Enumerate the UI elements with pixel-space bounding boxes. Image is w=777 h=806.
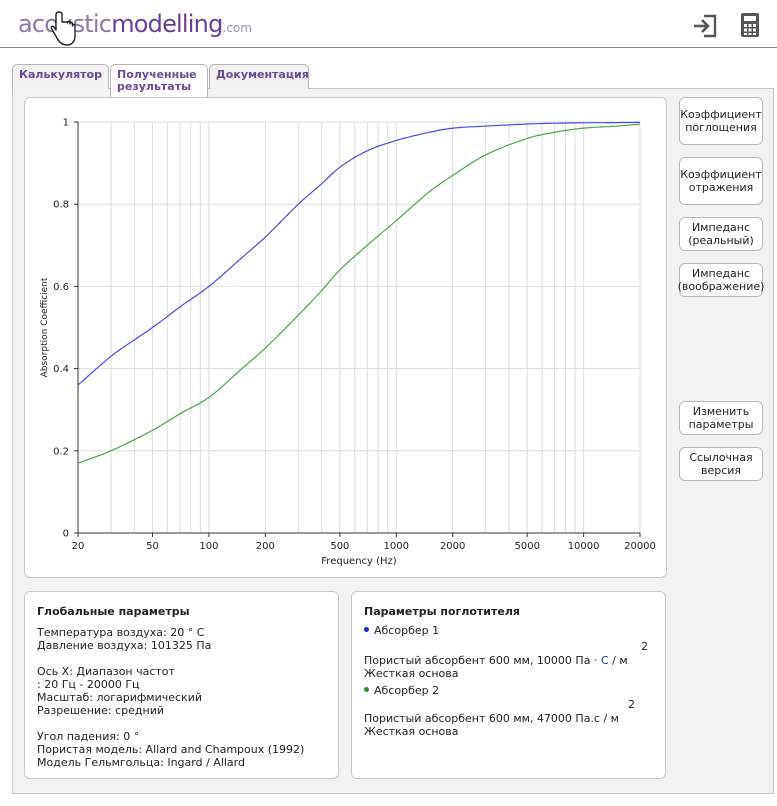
y-tick-label: 0.6 [53,282,69,293]
tab-calculator-label: Калькулятор [19,68,102,81]
absorber-2-dot-icon [364,686,369,692]
y-axis-label: Absorption Coefficient [40,277,50,377]
change-parameters-button-line1: Изменить [692,405,750,418]
absorption-chart: 0 0.2 0.4 0.6 0.8 1 20 50 100 200 500 1000 2000 5000 1… [40,118,656,568]
reference-version-button-line2: версия [700,464,742,477]
helmholtz-model: Модель Гельмгольца: Ingard / Allard [37,756,245,769]
x-tick-label: 2000 [440,541,465,552]
absorber-parameters-box: Параметры поглотителя Абсорбер 1 2 Порис… [351,591,666,779]
absorption-coefficient-button-line2: поглощения [685,121,757,134]
global-parameters-box: Глобальные параметры Температура воздуха… [24,591,339,779]
air-pressure: Давление воздуха: 101325 Па [37,639,212,652]
x-tick-label: 1000 [384,541,409,552]
x-tick-label: 50 [146,541,159,552]
resolution: Разрешение: средний [37,704,165,717]
air-temperature: Температура воздуха: 20 ° C [37,626,205,639]
x-tick-label: 500 [330,541,349,552]
reflection-coefficient-button-line2: отражения [688,181,754,194]
tab-results[interactable]: Полученные результаты [110,64,208,97]
absorber-1-backing: Жесткая основа [364,667,459,680]
series-line-2 [77,123,641,464]
absorber-2-description: Пористый абсорбент 600 мм, 47000 Па.с / … [364,712,619,725]
x-tick-label: 20000 [624,541,656,552]
reflection-coefficient-button-line1: Коэффициент [680,168,762,181]
logo-part-modelling: modelling [111,10,223,38]
x-tick-label: 20 [72,541,85,552]
hand-cursor-icon [50,11,76,46]
logo-part-com: .com [222,21,252,35]
x-tick-label: 5000 [514,541,539,552]
tab-documentation[interactable]: Документация [209,64,309,89]
absorber-2-row: Абсорбер 2 [364,684,439,697]
chart-container: 0 0.2 0.4 0.6 0.8 1 20 50 100 200 500 1000 2000 5000 1… [24,97,667,578]
absorber-1-desc-c: C [600,654,609,667]
header: acousticmodelling.com [0,0,777,48]
global-parameters-title: Глобальные параметры [37,605,190,618]
absorber-parameters-title: Параметры поглотителя [364,605,520,618]
reflection-coefficient-button[interactable]: Коэффициент отражения [679,157,763,205]
absorber-1-desc-dot: · [593,654,598,667]
impedance-real-button-line2: (реальный) [688,234,754,247]
incidence-angle: Угол падения: 0 ° [37,730,140,743]
y-tick-label: 0.4 [53,364,69,375]
absorber-1-desc-unit: / м [612,654,628,667]
x-axis-range-label: Ось X: Диапазон частот [37,665,175,678]
impedance-imaginary-button[interactable]: Импеданс (воображение) [677,263,765,297]
y-tick-label: 1 [63,118,69,129]
tab-results-label-line1: Полученные [117,68,197,81]
impedance-imaginary-button-line1: Импеданс [691,267,751,280]
x-tick-label: 100 [199,541,218,552]
scale: Масштаб: логарифмический [37,691,202,704]
y-tick-label: 0.2 [53,446,69,457]
tab-results-label-line2: результаты [117,80,192,93]
tab-documentation-label: Документация [216,68,309,81]
reference-version-button[interactable]: Ссылочная версия [679,447,763,481]
absorber-1-name: Абсорбер 1 [374,624,440,637]
change-parameters-button[interactable]: Изменить параметры [679,401,763,435]
x-axis-range-value: : 20 Гц - 20000 Гц [37,678,140,691]
absorber-2-superscript: 2 [628,698,635,711]
x-axis-label: Frequency (Hz) [321,556,397,567]
impedance-imaginary-button-line2: (воображение) [677,280,765,293]
logo[interactable]: acousticmodelling.com [18,10,252,38]
sign-in-icon[interactable] [692,14,718,38]
x-tick-label: 200 [256,541,275,552]
reference-version-button-line1: Ссылочная [689,451,753,464]
absorption-coefficient-button-line1: Коэффициент [680,108,762,121]
absorption-coefficient-button[interactable]: Коэффициент поглощения [679,97,763,145]
absorber-2-name: Абсорбер 2 [374,684,440,697]
change-parameters-button-line2: параметры [688,418,754,431]
porous-model: Пористая модель: Allard and Champoux (19… [37,743,305,756]
calculator-icon[interactable] [740,12,760,38]
absorber-1-row: Абсорбер 1 [364,624,439,637]
x-tick-label: 10000 [568,541,600,552]
impedance-real-button-line1: Импеданс [691,221,751,234]
impedance-real-button[interactable]: Импеданс (реальный) [679,217,763,251]
absorber-2-backing: Жесткая основа [364,725,459,738]
series-line-1 [77,121,640,386]
absorber-1-desc-main: Пористый абсорбент 600 мм, 10000 Па [364,654,591,667]
absorber-1-dot-icon [364,626,369,632]
y-tick-label: 0 [63,529,69,540]
y-tick-label: 0.8 [53,200,69,211]
absorber-1-description: Пористый абсорбент 600 мм, 10000 Па · C … [364,654,628,667]
tab-calculator[interactable]: Калькулятор [12,64,109,89]
absorber-1-superscript: 2 [641,640,648,653]
